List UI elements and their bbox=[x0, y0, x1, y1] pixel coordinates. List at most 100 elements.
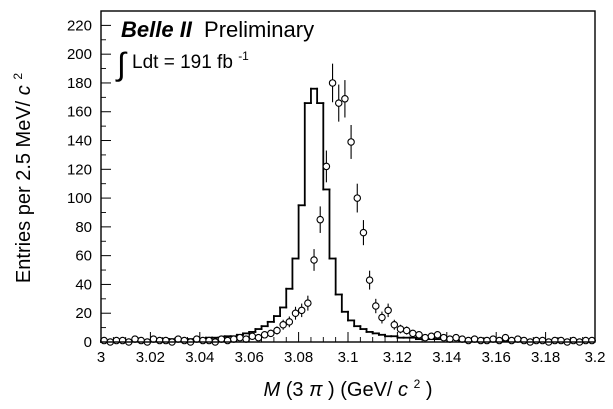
data-point bbox=[557, 336, 565, 345]
histogram-bin bbox=[260, 325, 269, 330]
experiment-name: Belle II bbox=[121, 17, 193, 42]
histogram-bin bbox=[310, 87, 319, 105]
histogram-bin bbox=[353, 319, 362, 328]
data-point bbox=[236, 333, 244, 342]
errorbar-layer bbox=[103, 63, 593, 342]
x-label-mass: M bbox=[263, 379, 280, 401]
x-label-end: ) bbox=[426, 379, 433, 401]
x-label-exponent: 2 bbox=[414, 377, 421, 391]
data-point bbox=[118, 336, 127, 345]
data-point bbox=[464, 336, 473, 345]
y-tick-label: 80 bbox=[75, 219, 92, 236]
x-tick-label: 3.18 bbox=[531, 349, 560, 366]
data-point bbox=[199, 336, 207, 345]
y-tick-label: 20 bbox=[75, 305, 92, 322]
data-point bbox=[427, 332, 436, 340]
data-point bbox=[310, 256, 318, 264]
histogram-bin bbox=[365, 328, 374, 333]
histogram-bin bbox=[303, 102, 312, 207]
x-axis-label: M (3 π ) (GeV/ c 2 ) bbox=[263, 371, 432, 401]
data-point bbox=[279, 320, 287, 329]
data-point bbox=[155, 336, 164, 345]
x-tick-label: 3.12 bbox=[383, 349, 412, 366]
histogram-bin bbox=[285, 287, 294, 309]
histogram-bin bbox=[266, 320, 275, 328]
data-point bbox=[483, 336, 491, 345]
data-point bbox=[538, 336, 547, 345]
data-point bbox=[581, 336, 590, 345]
data-point bbox=[254, 333, 263, 342]
status-text: Preliminary bbox=[204, 17, 314, 42]
data-point bbox=[162, 336, 170, 345]
y-tick-label: 0 bbox=[84, 334, 92, 351]
x-tick-label: 3.06 bbox=[235, 349, 264, 366]
histogram-bin bbox=[291, 257, 300, 290]
y-tick-label: 180 bbox=[67, 75, 92, 92]
data-point bbox=[137, 336, 145, 345]
data-point bbox=[180, 336, 189, 345]
histogram-bin bbox=[377, 332, 386, 336]
data-point bbox=[223, 336, 232, 345]
data-point bbox=[439, 333, 448, 342]
data-point bbox=[384, 306, 392, 315]
histogram-bin bbox=[254, 328, 263, 333]
title-block: Belle II Preliminary ∫ Ldt = 191 fb -1 bbox=[115, 17, 314, 82]
histogram-bin bbox=[322, 102, 331, 191]
x-tick-label: 3.14 bbox=[432, 349, 461, 366]
x-tick-label: 3 bbox=[97, 349, 105, 366]
data-point bbox=[267, 329, 275, 338]
data-point bbox=[322, 162, 331, 171]
data-point bbox=[359, 228, 368, 237]
histogram-bin bbox=[242, 332, 251, 336]
y-tick-label: 60 bbox=[75, 248, 92, 265]
data-point bbox=[260, 331, 269, 339]
y-tick-label: 100 bbox=[67, 190, 92, 207]
data-point bbox=[551, 336, 559, 345]
data-point bbox=[285, 318, 294, 326]
histogram-bin bbox=[359, 325, 368, 330]
x-label-pi: π bbox=[309, 379, 323, 401]
y-tick-label: 40 bbox=[75, 276, 92, 293]
y-tick-label: 120 bbox=[67, 161, 92, 178]
axis-tick-layer bbox=[100, 24, 596, 343]
data-point bbox=[248, 332, 257, 340]
x-tick-label: 3.1 bbox=[338, 349, 359, 366]
x-tick-label: 3.08 bbox=[284, 349, 313, 366]
x-tick-label: 3.16 bbox=[482, 349, 511, 366]
luminosity-exponent: -1 bbox=[238, 49, 249, 63]
histogram-bin bbox=[415, 336, 424, 341]
data-point bbox=[112, 336, 121, 345]
data-point bbox=[421, 333, 429, 342]
histogram-bin bbox=[371, 331, 380, 335]
experiment-title: Belle II Preliminary bbox=[121, 17, 314, 42]
data-point bbox=[433, 331, 442, 339]
data-point bbox=[273, 326, 281, 335]
data-point bbox=[569, 336, 578, 345]
axis-tick-label-layer: 3 3.02 3.04 3.06 3.08 3.1 3.12 3.14 3.16 3.18 3.2 0… bbox=[67, 17, 605, 366]
histogram-bin bbox=[384, 333, 393, 338]
x-tick-label: 3.2 bbox=[585, 349, 606, 366]
y-tick-label: 140 bbox=[67, 133, 92, 150]
data-point bbox=[291, 309, 300, 317]
histogram-bin bbox=[328, 188, 337, 260]
data-point bbox=[402, 326, 411, 335]
data-point bbox=[532, 336, 541, 345]
data-point bbox=[390, 320, 399, 329]
data-point-layer bbox=[100, 79, 596, 346]
data-point bbox=[372, 302, 380, 310]
y-tick-label: 200 bbox=[67, 46, 92, 63]
y-axis-label: Entries per 2.5 MeV/ c 2 bbox=[11, 73, 35, 283]
x-tick-label: 3.04 bbox=[185, 349, 214, 366]
x-label-paren-close: ) (GeV/ bbox=[328, 379, 393, 401]
histogram-bin bbox=[272, 315, 281, 323]
data-point bbox=[378, 313, 386, 322]
data-point bbox=[588, 336, 596, 345]
x-label-paren-open: (3 bbox=[286, 379, 304, 401]
data-point bbox=[353, 194, 362, 202]
histogram-bin bbox=[347, 310, 356, 322]
histogram-bin bbox=[279, 306, 288, 317]
data-point bbox=[365, 276, 374, 284]
data-point bbox=[415, 331, 423, 339]
